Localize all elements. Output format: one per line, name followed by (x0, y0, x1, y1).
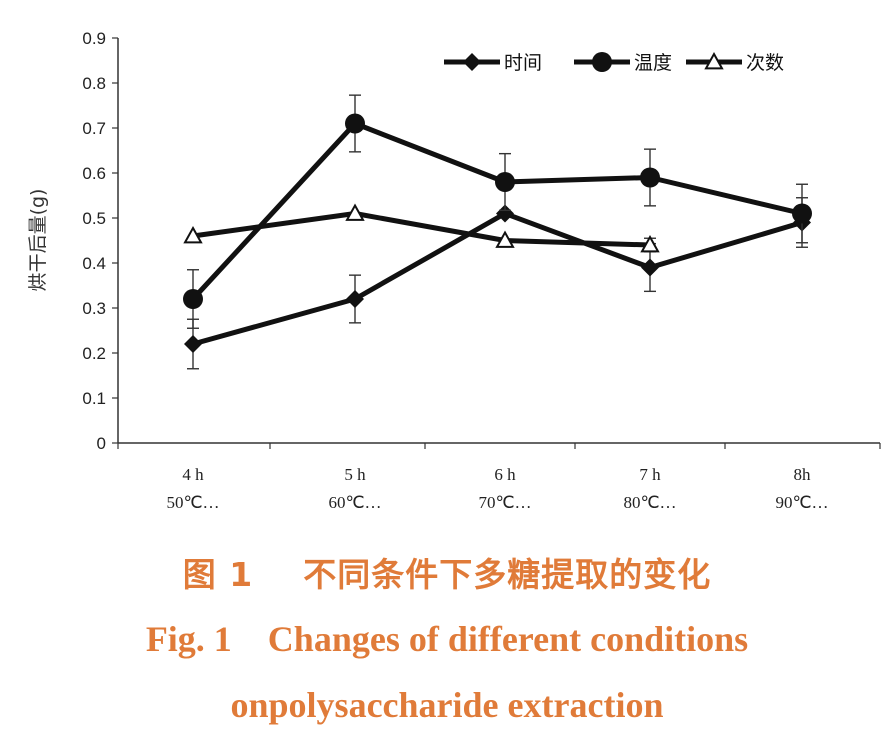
caption-english-line1: Fig. 1 Changes of different conditions (145, 619, 749, 659)
data-point (183, 225, 203, 244)
x-tick-label: 7 h (639, 465, 661, 484)
y-tick-label: 0.4 (82, 254, 106, 273)
x-tick-label-sub: 60℃… (328, 493, 381, 512)
x-tick-label: 8h (794, 465, 812, 484)
data-point (495, 230, 515, 248)
legend-label: 次数 (746, 52, 784, 74)
y-tick-label: 0.8 (82, 74, 106, 93)
y-tick-label: 0.7 (82, 119, 106, 138)
data-point (184, 335, 202, 353)
data-point (345, 113, 365, 134)
data-point (641, 258, 659, 277)
y-axis-label: 烘干后量(g) (27, 189, 49, 292)
data-point (496, 204, 514, 223)
data-point (345, 203, 365, 221)
data-point (346, 290, 364, 308)
series-line-1 (192, 211, 803, 347)
legend-marker (704, 51, 724, 70)
data-point (640, 234, 660, 253)
data-point (792, 203, 812, 224)
x-tick-label-sub: 70℃… (478, 493, 531, 512)
legend-marker (592, 52, 612, 72)
y-tick-label: 0.1 (82, 389, 106, 408)
x-tick-label-sub: 90℃… (775, 493, 828, 512)
caption-english-line2: onpolysaccharide extraction (230, 685, 664, 725)
x-tick-label-sub: 80℃… (623, 493, 676, 512)
series-line-3 (192, 211, 651, 248)
x-tick-label: 6 h (494, 465, 516, 484)
legend-label: 时间 (504, 52, 542, 74)
line-chart: 0 0.1 0.2 0.3 0.4 0.5 0.6 0.7 0.8 0.9 4 h 50℃… 5 h 60… (27, 29, 881, 512)
y-tick-label: 0.2 (82, 344, 106, 363)
y-tick-label: 0.3 (82, 299, 106, 318)
series-line-2 (191, 121, 803, 301)
x-tick-label: 4 h (182, 465, 204, 484)
legend-marker (463, 53, 481, 71)
data-point (183, 289, 203, 309)
caption-chinese: 图 1 不同条件下多糖提取的变化 (182, 555, 712, 594)
y-tick-label: 0.5 (82, 209, 106, 228)
data-point (495, 172, 515, 192)
y-tick-label: 0 (97, 434, 106, 453)
legend-label: 温度 (634, 52, 672, 74)
y-tick-label: 0.9 (82, 29, 106, 48)
x-tick-label-sub: 50℃… (166, 493, 219, 512)
x-tick-label: 5 h (344, 465, 366, 484)
y-tick-label: 0.6 (82, 164, 106, 183)
data-point (640, 167, 660, 188)
